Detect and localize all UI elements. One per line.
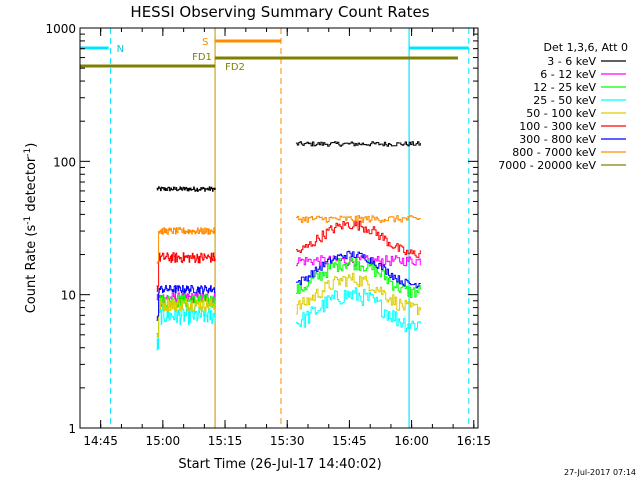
series-line-1-seg2 bbox=[295, 141, 421, 147]
x-tick-label: 15:15 bbox=[208, 434, 243, 448]
series-line-7-seg1 bbox=[156, 285, 216, 321]
legend-label-8: 800 - 7000 keV bbox=[512, 146, 596, 159]
annotation-s: S bbox=[202, 37, 208, 48]
legend-label-2: 6 - 12 keV bbox=[540, 68, 596, 81]
series-line-8-seg1 bbox=[156, 227, 216, 264]
legend-label-5: 50 - 100 keV bbox=[526, 107, 596, 120]
x-tick-label: 15:00 bbox=[146, 434, 181, 448]
series-line-2-seg2 bbox=[295, 255, 421, 267]
x-axis-label: Start Time (26-Jul-17 14:40:02) bbox=[178, 457, 381, 472]
y-axis-label: Count Rate (s-1 detector-1) bbox=[23, 143, 39, 314]
y-axis-label-mid: detector bbox=[24, 156, 39, 216]
plot-frame bbox=[79, 27, 479, 429]
series-line-4-seg2 bbox=[295, 287, 421, 333]
x-tick-label: 15:45 bbox=[332, 434, 367, 448]
series-line-2-seg1 bbox=[156, 292, 216, 304]
series-line-6-seg2 bbox=[295, 220, 421, 258]
x-tick-label: 16:00 bbox=[394, 434, 429, 448]
x-tick-label: 15:30 bbox=[270, 434, 305, 448]
series-line-8-seg2 bbox=[295, 215, 421, 223]
y-axis-label-main: Count Rate (s bbox=[24, 225, 39, 314]
annotation-fd2: FD2 bbox=[225, 62, 245, 73]
legend-label-9: 7000 - 20000 keV bbox=[498, 159, 596, 172]
y-axis-label-sup2: -1 bbox=[23, 148, 33, 157]
chart-title: HESSI Observing Summary Count Rates bbox=[130, 3, 429, 21]
series-line-1-seg1 bbox=[156, 186, 216, 192]
footer-timestamp: 27-Jul-2017 07:14 bbox=[564, 468, 636, 477]
plot-area: N S FD1 FD2 bbox=[80, 28, 470, 428]
series-line-3-seg2 bbox=[295, 257, 421, 298]
series-line-4-seg1 bbox=[156, 306, 216, 351]
x-tick-label: 14:45 bbox=[83, 434, 118, 448]
x-tick-label: 16:15 bbox=[456, 434, 491, 448]
y-tick-label: 1000 bbox=[45, 22, 76, 36]
y-tick-label: 10 bbox=[61, 289, 76, 303]
y-axis-label-sup1: -1 bbox=[23, 216, 33, 225]
annotation-n: N bbox=[117, 44, 124, 55]
axes: 1 10 100 1000 14:45 15:00 15:15 15:30 15:45 16:00… bbox=[45, 22, 491, 448]
legend-label-6: 100 - 300 keV bbox=[519, 120, 596, 133]
series-line-3-seg1 bbox=[156, 294, 216, 337]
legend-label-3: 12 - 25 keV bbox=[533, 81, 596, 94]
y-axis-label-end: ) bbox=[24, 143, 39, 148]
series-line-6-seg1 bbox=[156, 252, 216, 293]
annotation-fd1: FD1 bbox=[192, 52, 212, 63]
y-tick-label: 1 bbox=[68, 422, 76, 436]
legend-title: Det 1,3,6, Att 0 bbox=[544, 41, 628, 54]
legend-label-1: 3 - 6 keV bbox=[547, 55, 596, 68]
legend-label-7: 300 - 800 keV bbox=[519, 133, 596, 146]
series-line-5-seg2 bbox=[295, 272, 421, 315]
y-tick-label: 100 bbox=[53, 155, 76, 169]
legend-label-4: 25 - 50 keV bbox=[533, 94, 596, 107]
series-line-7-seg2 bbox=[295, 250, 421, 289]
series-line-5-seg1 bbox=[156, 297, 216, 338]
